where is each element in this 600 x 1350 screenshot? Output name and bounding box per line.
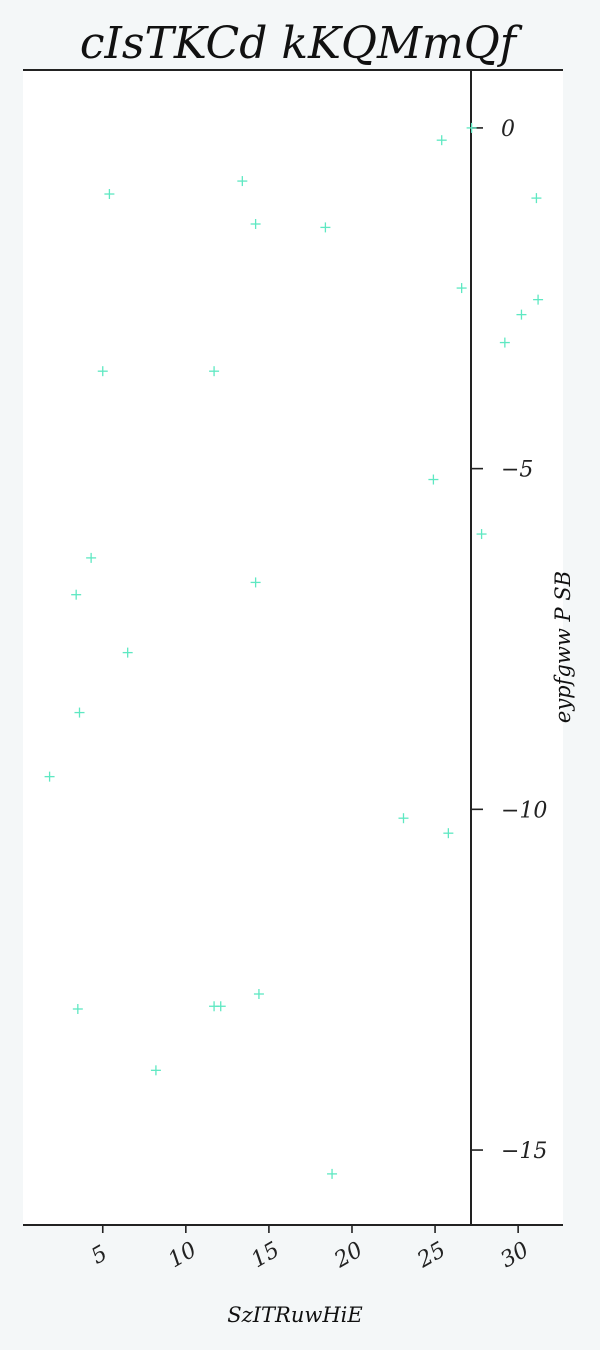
data-point	[237, 176, 248, 187]
y-axis-label: eypfgww P SB	[551, 571, 575, 723]
data-point	[253, 989, 264, 999]
data-point	[86, 552, 97, 563]
data-point	[122, 647, 133, 658]
data-points	[44, 122, 544, 1179]
data-point	[428, 474, 439, 485]
x-tick-label: 5	[87, 1241, 112, 1270]
y-tick-label: −10	[501, 798, 547, 823]
y-ticks: 0 −5 −10 −15	[471, 117, 547, 1164]
data-point	[150, 1065, 161, 1076]
data-point	[104, 189, 115, 200]
data-point	[74, 707, 85, 718]
data-point	[533, 294, 544, 305]
data-point	[209, 366, 220, 377]
data-point	[516, 309, 527, 320]
chart-title: cIsTKCd kKQMmQf	[80, 18, 523, 69]
x-tick-label: 20	[329, 1238, 367, 1274]
x-tick-label: 25	[413, 1238, 451, 1274]
data-point	[443, 828, 454, 839]
data-point	[250, 577, 261, 588]
x-tick-label: 15	[247, 1238, 284, 1274]
data-point	[215, 1001, 226, 1012]
data-point	[72, 1003, 83, 1014]
data-point	[44, 771, 55, 782]
data-point	[456, 283, 467, 294]
x-tick-label: 10	[164, 1238, 201, 1274]
x-axis-label: SzITRuwHiE	[227, 1303, 362, 1327]
data-point	[327, 1168, 338, 1179]
data-point	[436, 135, 447, 146]
data-point	[250, 219, 261, 229]
data-point	[320, 222, 331, 233]
y-tick-label: −5	[501, 458, 533, 483]
data-point	[531, 193, 542, 204]
data-point	[499, 337, 510, 348]
plot-area	[23, 70, 563, 1225]
x-tick-label: 30	[497, 1238, 534, 1274]
x-ticks: 5 10 15 20 25 30	[87, 1225, 533, 1274]
y-tick-label: 0	[501, 117, 515, 142]
data-point	[71, 589, 82, 600]
data-point	[398, 813, 409, 824]
y-tick-label: −15	[501, 1139, 547, 1164]
data-point	[97, 366, 108, 377]
data-point	[476, 529, 487, 540]
data-point	[466, 122, 477, 133]
